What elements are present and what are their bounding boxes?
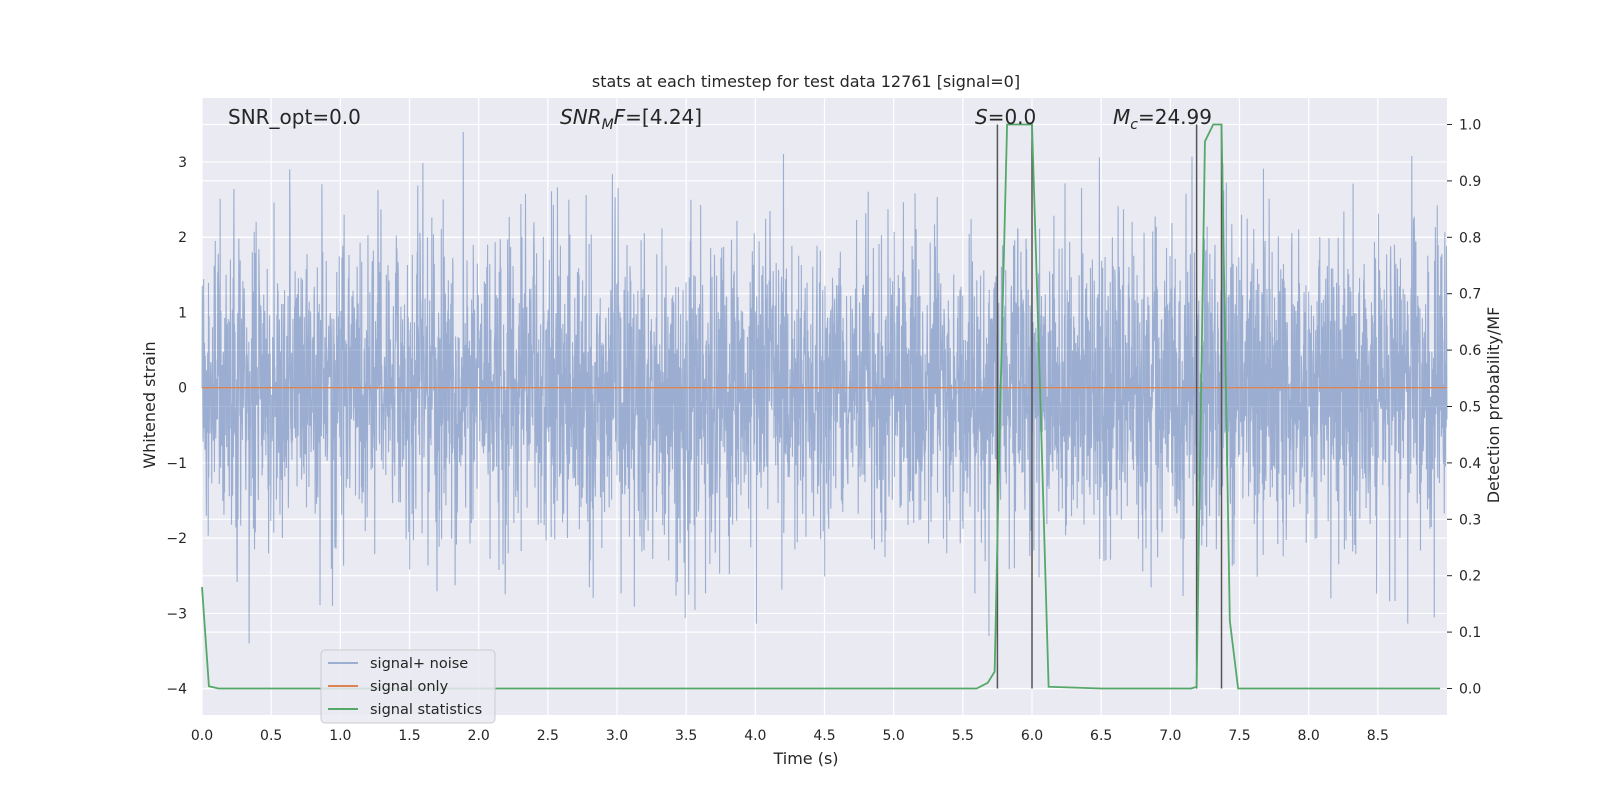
y2-tick-label: 0.6 xyxy=(1459,343,1481,359)
x-tick-label: 0.0 xyxy=(191,728,213,744)
x-tick-label: 1.5 xyxy=(398,728,420,744)
x-tick-label: 5.0 xyxy=(883,728,905,744)
y2-tick-label: 0.0 xyxy=(1459,681,1481,697)
legend-box xyxy=(320,649,496,724)
snr-mf-symbol2: F xyxy=(614,105,626,129)
y2-tick-label: 0.4 xyxy=(1459,456,1481,472)
x-tick-label: 8.5 xyxy=(1367,728,1389,744)
y-tick-label: 2 xyxy=(178,230,187,246)
y-axis-label: Whitened strain xyxy=(140,341,159,468)
x-tick-labels: 0.0 0.5 1.0 1.5 2.0 2.5 3.0 3.5 4.0 4.5 5.0 5.5 6.0 6… xyxy=(191,728,1389,744)
x-tick-label: 2.0 xyxy=(468,728,490,744)
y-tick-label: −1 xyxy=(166,456,187,472)
y-tick-label: 0 xyxy=(178,381,187,397)
chart-title: stats at each timestep for test data 127… xyxy=(592,72,1020,91)
x-tick-label: 6.0 xyxy=(1021,728,1043,744)
mc-value: =24.99 xyxy=(1138,105,1212,129)
y-tick-label: −2 xyxy=(166,531,187,547)
y2-tick-label: 0.2 xyxy=(1459,569,1481,585)
snr-mf-symbol: SNR xyxy=(560,105,602,129)
x-axis-label: Time (s) xyxy=(772,749,838,768)
s-symbol: S xyxy=(975,105,988,129)
x-tick-label: 7.0 xyxy=(1159,728,1181,744)
y-tick-labels: 3 2 1 0 −1 −2 −3 −4 xyxy=(166,155,187,698)
y2-tick-label: 0.7 xyxy=(1459,287,1481,303)
mc-symbol: M xyxy=(1113,105,1130,129)
mc-subscript: c xyxy=(1130,117,1138,133)
mc-annotation: Mc=24.99 xyxy=(1113,105,1212,133)
y2-tick-label: 0.9 xyxy=(1459,174,1481,190)
y2-axis-label: Detection probability/MF xyxy=(1484,307,1503,504)
legend: signal+ noise signal only signal statist… xyxy=(320,649,496,724)
x-tick-label: 4.0 xyxy=(744,728,766,744)
x-tick-label: 8.0 xyxy=(1298,728,1320,744)
y-tick-label: 3 xyxy=(178,155,187,171)
x-tick-label: 7.5 xyxy=(1228,728,1250,744)
y2-tick-label: 0.3 xyxy=(1459,512,1481,528)
y2-tick-label: 0.8 xyxy=(1459,230,1481,246)
snr-mf-annotation: SNRMF=[4.24] xyxy=(560,105,702,133)
x-tick-label: 5.5 xyxy=(952,728,974,744)
y2-tick-label: 0.5 xyxy=(1459,400,1481,416)
series-signal-noise xyxy=(201,131,1448,644)
detection-vlines xyxy=(996,124,1223,689)
y-tick-label: −4 xyxy=(166,682,187,698)
y-tick-label: 1 xyxy=(178,305,187,321)
y-tick-label: −3 xyxy=(166,606,187,622)
snr-mf-subscript: M xyxy=(602,117,614,133)
x-tick-label: 1.0 xyxy=(329,728,351,744)
x-tick-label: 3.5 xyxy=(675,728,697,744)
x-tick-label: 3.0 xyxy=(606,728,628,744)
legend-label-noise: signal+ noise xyxy=(370,656,468,672)
x-tick-label: 0.5 xyxy=(260,728,282,744)
x-tick-label: 2.5 xyxy=(537,728,559,744)
s-value: =0.0 xyxy=(988,105,1037,129)
s-annotation: S=0.0 xyxy=(975,105,1036,129)
y2-tick-labels: 1.0 0.9 0.8 0.7 0.6 0.5 0.4 0.3 0.2 0.1 0.0 xyxy=(1459,118,1481,698)
snr-mf-value: =[4.24] xyxy=(625,105,702,129)
legend-label-signal: signal only xyxy=(370,679,449,695)
y2-tick-label: 0.1 xyxy=(1459,625,1481,641)
snr-opt-annotation: SNR_opt=0.0 xyxy=(228,105,361,129)
legend-label-stats: signal statistics xyxy=(370,702,482,718)
x-tick-label: 6.5 xyxy=(1090,728,1112,744)
noise-trace xyxy=(201,131,1448,644)
x-tick-label: 4.5 xyxy=(813,728,835,744)
y2-tick-label: 1.0 xyxy=(1459,118,1481,134)
